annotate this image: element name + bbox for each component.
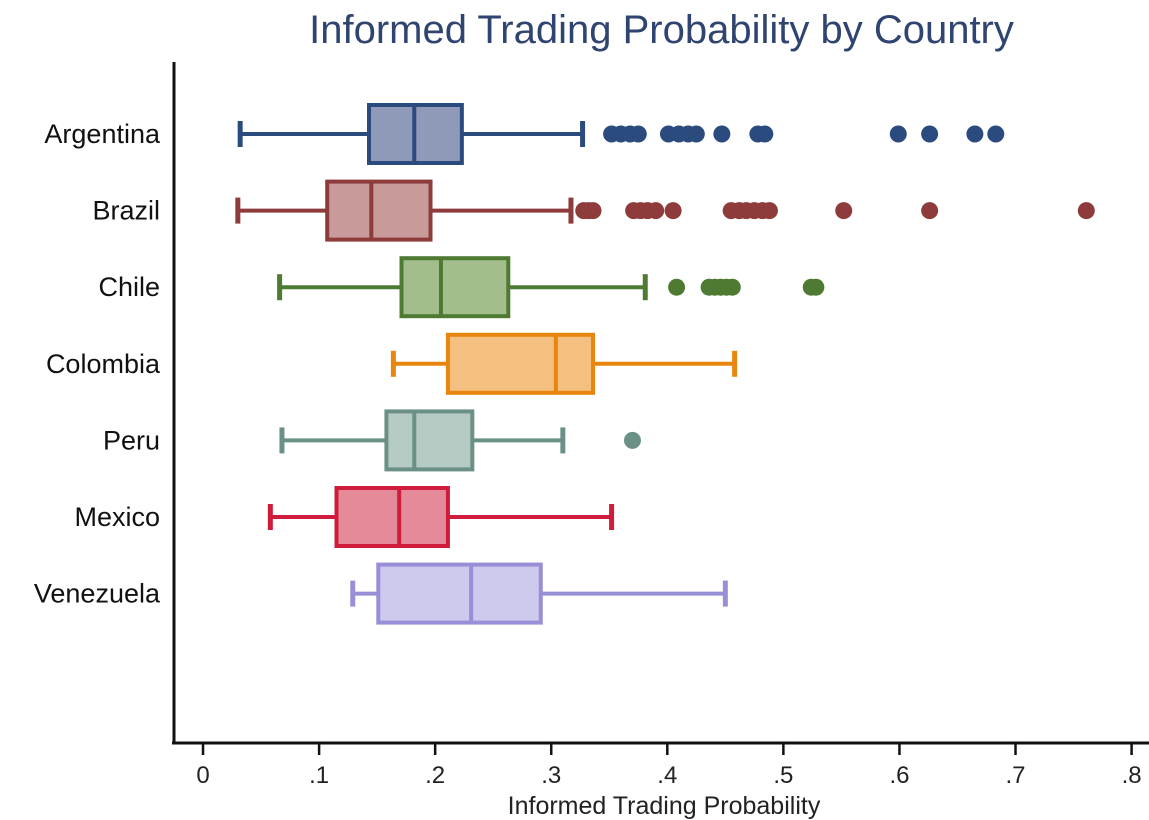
outlier-point xyxy=(668,278,686,296)
outlier-point xyxy=(713,125,731,143)
outlier-point xyxy=(584,202,602,220)
x-ticks-layer: 0 .1 .2 .3 .4 .5 .6 .7 .8 xyxy=(196,743,1142,789)
category-label: Colombia xyxy=(46,349,161,379)
x-axis-title: Informed Trading Probability xyxy=(508,792,821,820)
x-tick-label: .8 xyxy=(1122,762,1142,789)
x-tick-label: .4 xyxy=(657,762,677,789)
iqr-box xyxy=(334,486,450,548)
outlier-point xyxy=(987,125,1005,143)
outlier-point xyxy=(760,202,778,220)
box-group-brazil: Brazil xyxy=(92,179,1095,242)
outlier-point xyxy=(889,125,907,143)
outlier-point xyxy=(756,125,774,143)
chart-title: Informed Trading Probability by Country xyxy=(309,8,1014,52)
outlier-point xyxy=(623,431,641,449)
outlier-point xyxy=(807,278,825,296)
box-group-venezuela: Venezuela xyxy=(34,562,728,625)
category-label: Chile xyxy=(98,272,160,302)
outlier-point xyxy=(723,278,741,296)
boxes-layer: Argentina Brazil Chile Colombia Peru Mexico Ve… xyxy=(34,103,1095,625)
iqr-box xyxy=(384,409,475,472)
x-tick-label: 0 xyxy=(196,762,209,789)
iqr-box xyxy=(325,179,433,242)
category-label: Brazil xyxy=(92,196,160,226)
outlier-point xyxy=(687,125,705,143)
x-tick-label: .3 xyxy=(541,762,561,789)
outlier-point xyxy=(921,202,939,220)
iqr-box xyxy=(399,256,511,319)
category-label: Venezuela xyxy=(34,579,161,609)
x-tick-label: .2 xyxy=(425,762,445,789)
x-tick-label: .6 xyxy=(889,762,909,789)
x-tick-label: .1 xyxy=(309,762,329,789)
iqr-box xyxy=(376,562,543,625)
outlier-point xyxy=(629,125,647,143)
outlier-point xyxy=(664,202,682,220)
category-label: Mexico xyxy=(74,502,160,532)
box-group-peru: Peru xyxy=(103,409,641,472)
outlier-point xyxy=(921,125,939,143)
category-label: Peru xyxy=(103,425,160,455)
box-group-chile: Chile xyxy=(98,256,825,319)
category-label: Argentina xyxy=(44,119,161,149)
box-group-mexico: Mexico xyxy=(74,486,615,548)
outlier-point xyxy=(647,202,665,220)
outlier-point xyxy=(1077,202,1095,220)
iqr-box xyxy=(445,332,596,395)
x-tick-label: .5 xyxy=(773,762,793,789)
outlier-point xyxy=(966,125,984,143)
outlier-point xyxy=(835,202,853,220)
box-group-colombia: Colombia xyxy=(46,332,738,395)
x-tick-label: .7 xyxy=(1006,762,1026,789)
box-group-argentina: Argentina xyxy=(44,103,1005,165)
